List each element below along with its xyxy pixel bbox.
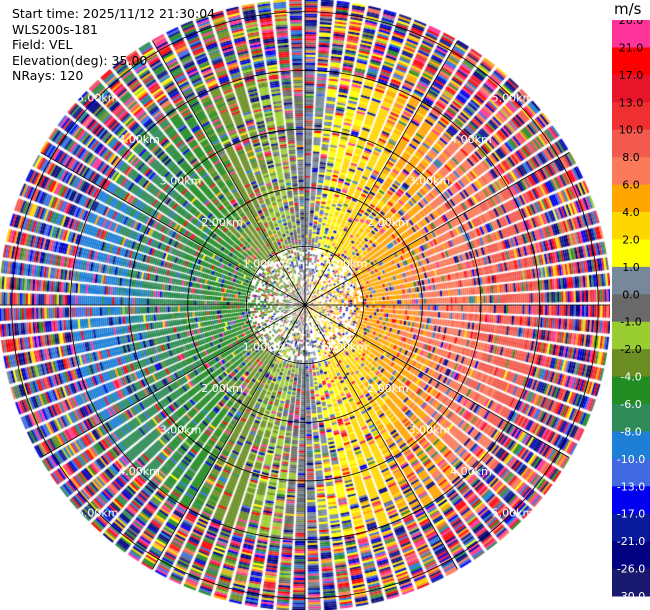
colorbar-tick-label: -13.0 [617,480,645,493]
colorbar-tick-label: 8.0 [622,151,640,164]
colorbar-tick-label: -4.0 [620,371,641,384]
colorbar-band [612,102,650,131]
range-ring-label: 3.00km [160,175,202,188]
range-ring-label: 4.00km [450,465,492,478]
colorbar-tick-label: 0.0 [622,288,640,301]
colorbar-tick-label: -1.0 [620,316,641,329]
colorbar-tick-label: 17.0 [619,69,644,82]
elevation-label: Elevation(deg): 35.00 [12,52,148,68]
colorbar-band [612,349,650,378]
range-ring-label: 2.00km [367,216,409,229]
colorbar-band [612,74,650,103]
range-ring-label: 2.00km [201,382,243,395]
range-ring-label: 5.00km [77,506,119,519]
colorbar-tick-label: -10.0 [617,453,645,466]
range-ring [11,11,599,599]
nrays-label: NRays: 120 [12,68,84,83]
range-ring-label: 1.00km [326,340,368,353]
colorbar-tick-label: 21.0 [619,41,644,54]
colorbar-band [612,294,650,323]
azimuth-spoke [40,152,306,306]
range-ring-label: 2.00km [367,382,409,395]
colorbar-tick-label: 1.0 [622,261,640,274]
range-ring [69,69,541,541]
range-ring-label: 1.00km [243,258,285,271]
colorbar-tick-label: 13.0 [619,96,644,109]
colorbar-band [612,47,650,76]
range-ring-label: 5.00km [77,92,119,105]
colorbar-band [612,404,650,432]
colorbar-band [612,376,650,405]
colorbar-band [612,541,650,570]
colorbar: 26.0 21.0 17.0 13.0 10.0 8.0 6.0 4.0 2.0 1.0 0.0 -1… [612,20,650,600]
azimuth-spoke [152,304,306,570]
range-ring-label: 3.00km [409,423,451,436]
colorbar-tick-label: -17.0 [617,508,645,521]
colorbar-tick-label: -2.0 [620,343,641,356]
azimuth-spoke [304,304,570,458]
instrument-label: WLS200s-181 [12,21,98,37]
range-ring-label: 5.00km [492,92,534,105]
field-label: Field: VEL [12,37,73,52]
colorbar-tick-label: 26.0 [619,20,644,27]
colorbar-band [612,513,650,542]
azimuth-spoke [304,40,458,306]
colorbar-tick-label: 10.0 [619,124,644,137]
range-rings-overlay: 1.00km 1.00km 1.00km 1.00km 2.00km 2.00km 2.00… [0,0,610,610]
azimuth-spoke [40,304,306,458]
colorbar-tick-label: -30.0 [617,590,645,600]
colorbar-tick-label: 2.0 [622,233,640,246]
info-block: Start time: 2025/11/12 21:30:04 WLS200s-… [12,6,215,84]
range-ring-label: 3.00km [409,175,451,188]
colorbar-band [612,184,650,213]
range-ring-label: 3.00km [160,423,202,436]
colorbar-band [612,486,650,515]
azimuth-spoke [152,40,306,306]
range-ring-label: 2.00km [201,216,243,229]
range-ring-label: 1.00km [326,258,368,271]
colorbar-tick-label: 4.0 [622,206,640,219]
colorbar-band [612,458,650,487]
colorbar-band [612,321,650,350]
colorbar-unit-label: m/s [614,0,642,18]
colorbar-band [612,239,650,268]
range-ring [128,128,482,482]
colorbar-band [612,431,650,460]
range-ring [245,245,365,365]
start-time-label: Start time: 2025/11/12 21:30:04 [12,6,216,21]
colorbar-band [612,266,650,295]
azimuth-spoke [304,152,570,306]
colorbar-band [612,20,650,48]
range-ring-label: 4.00km [118,465,160,478]
range-ring-label: 4.00km [450,133,492,146]
colorbar-band [612,568,650,597]
colorbar-tick-label: -8.0 [620,425,641,438]
colorbar-tick-label: 6.0 [622,179,640,192]
colorbar-band [612,157,650,186]
azimuth-spoke [304,304,458,570]
range-ring-label: 5.00km [492,506,534,519]
colorbar-tick-label: -6.0 [620,398,641,411]
colorbar-band [612,212,650,240]
range-ring-label: 1.00km [243,340,285,353]
colorbar-band [612,129,650,158]
range-ring-label: 4.00km [118,133,160,146]
colorbar-tick-label: -26.0 [617,563,645,576]
colorbar-tick-label: -21.0 [617,535,645,548]
range-ring [187,187,423,423]
